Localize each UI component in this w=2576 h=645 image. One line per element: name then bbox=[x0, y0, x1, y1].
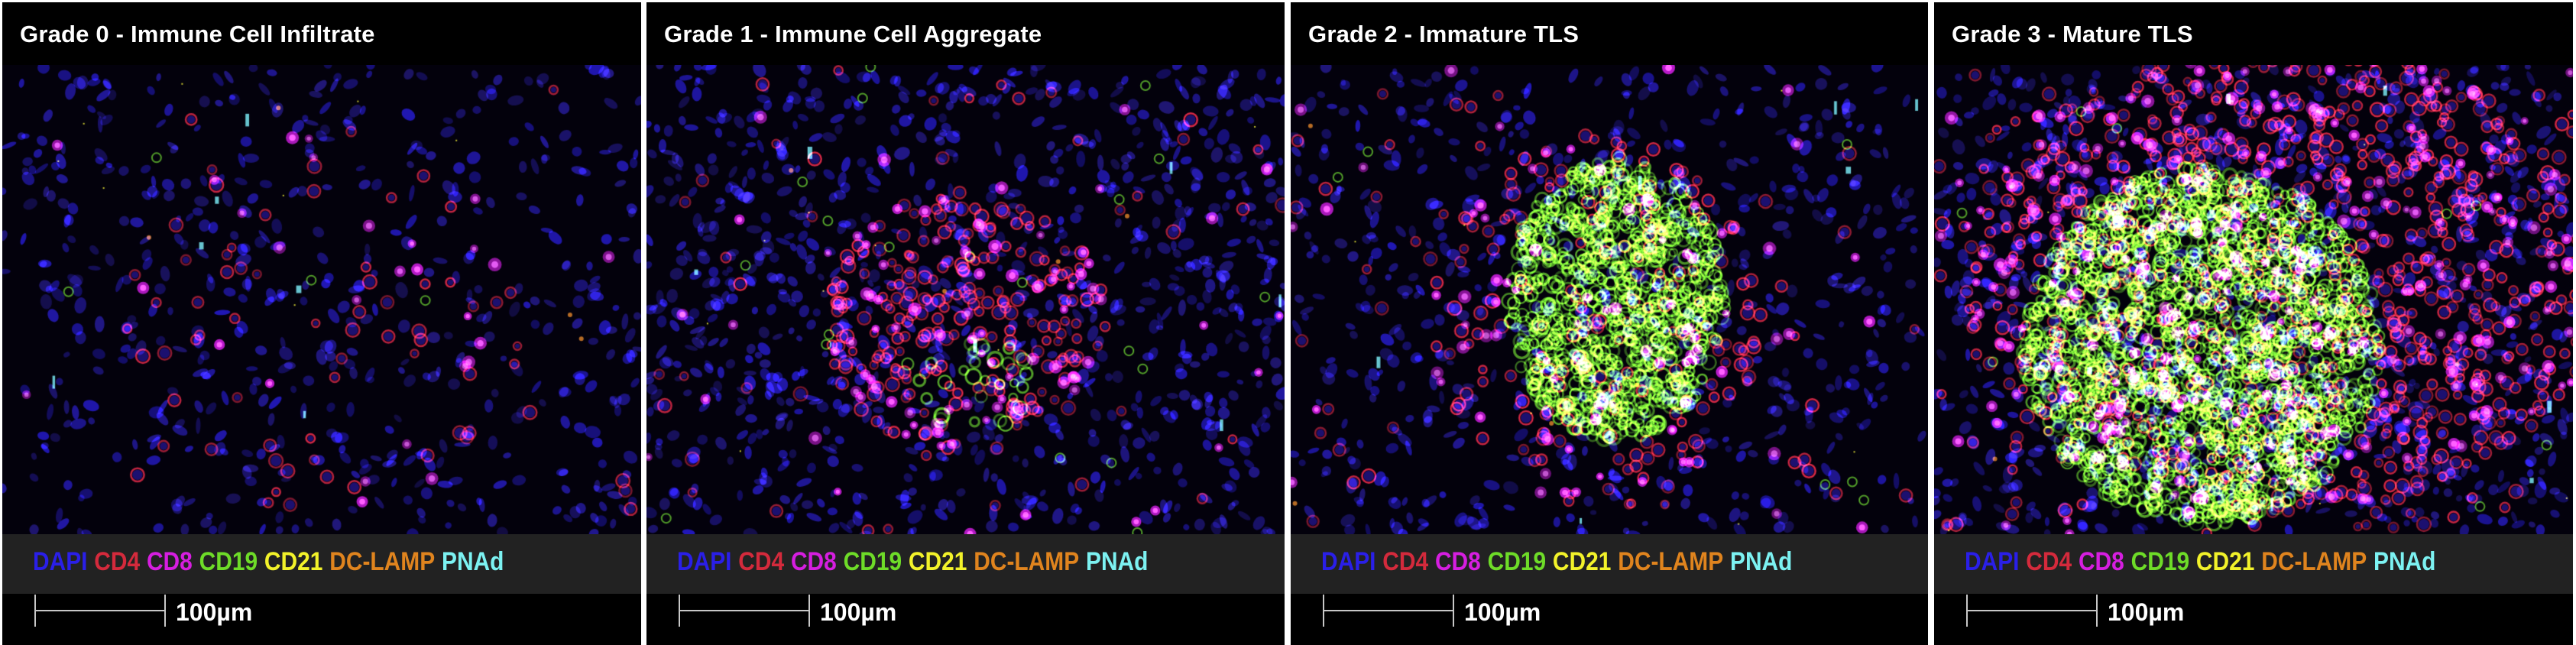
legend-item-dc-lamp: DC-LAMP bbox=[1618, 547, 1724, 576]
panel-title: Grade 0 - Immune Cell Infiltrate bbox=[20, 21, 375, 47]
stain-legend: DAPI CD4 CD8 CD19 CD21 DC-LAMP PNAd bbox=[1965, 547, 2442, 577]
legend-item-cd21: CD21 bbox=[908, 547, 967, 576]
legend-item-cd19: CD19 bbox=[199, 547, 258, 576]
legend-item-pnad: PNAd bbox=[441, 547, 504, 576]
legend-item-dapi: DAPI bbox=[33, 547, 88, 576]
panel-title: Grade 1 - Immune Cell Aggregate bbox=[664, 21, 1042, 47]
legend-item-cd4: CD4 bbox=[2026, 547, 2072, 576]
legend-item-cd19: CD19 bbox=[1487, 547, 1547, 576]
legend-item-dapi: DAPI bbox=[1321, 547, 1376, 576]
scale-bar-label: 100µm bbox=[176, 598, 253, 626]
legend-item-dc-lamp: DC-LAMP bbox=[2261, 547, 2367, 576]
legend-item-cd21: CD21 bbox=[264, 547, 323, 576]
legend-item-cd8: CD8 bbox=[2078, 547, 2124, 576]
legend-item-dapi: DAPI bbox=[1965, 547, 2020, 576]
scale-bar bbox=[1323, 595, 1454, 627]
stain-legend: DAPI CD4 CD8 CD19 CD21 DC-LAMP PNAd bbox=[33, 547, 510, 577]
stain-legend: DAPI CD4 CD8 CD19 CD21 DC-LAMP PNAd bbox=[677, 547, 1155, 577]
scale-bar bbox=[1966, 595, 2098, 627]
stain-legend-bar: DAPI CD4 CD8 CD19 CD21 DC-LAMP PNAd bbox=[2, 534, 641, 594]
legend-item-cd8: CD8 bbox=[790, 547, 837, 576]
scale-bar-label: 100µm bbox=[2108, 598, 2185, 626]
legend-item-pnad: PNAd bbox=[1729, 547, 1793, 576]
stain-legend-bar: DAPI CD4 CD8 CD19 CD21 DC-LAMP PNAd bbox=[646, 534, 1285, 594]
legend-item-cd21: CD21 bbox=[1552, 547, 1612, 576]
panel-title: Grade 2 - Immature TLS bbox=[1308, 21, 1580, 47]
stain-legend-bar: DAPI CD4 CD8 CD19 CD21 DC-LAMP PNAd bbox=[1934, 534, 2573, 594]
legend-item-cd8: CD8 bbox=[146, 547, 193, 576]
fluorescence-micrograph bbox=[1291, 65, 1928, 534]
legend-item-cd4: CD4 bbox=[738, 547, 785, 576]
fluorescence-micrograph bbox=[646, 65, 1285, 534]
legend-item-dc-lamp: DC-LAMP bbox=[329, 547, 436, 576]
legend-item-dapi: DAPI bbox=[677, 547, 732, 576]
stain-legend: DAPI CD4 CD8 CD19 CD21 DC-LAMP PNAd bbox=[1321, 547, 1799, 577]
legend-item-cd21: CD21 bbox=[2195, 547, 2255, 576]
legend-item-cd8: CD8 bbox=[1434, 547, 1481, 576]
panel-grade-3: Grade 3 - Mature TLS DAPI CD4 CD8 CD19 CD21 D… bbox=[1934, 2, 2573, 645]
scale-bar bbox=[679, 595, 810, 627]
panel-grade-2: Grade 2 - Immature TLS DAPI CD4 CD8 CD19 CD2… bbox=[1291, 2, 1928, 645]
legend-item-dc-lamp: DC-LAMP bbox=[974, 547, 1080, 576]
legend-item-pnad: PNAd bbox=[1085, 547, 1149, 576]
scale-bar-label: 100µm bbox=[1464, 598, 1541, 626]
scale-bar bbox=[34, 595, 166, 627]
panel-grade-1: Grade 1 - Immune Cell Aggregate DAPI CD4 C… bbox=[646, 2, 1285, 645]
fluorescence-micrograph bbox=[1934, 65, 2573, 534]
panel-title: Grade 3 - Mature TLS bbox=[1952, 21, 2193, 47]
legend-item-cd4: CD4 bbox=[1382, 547, 1429, 576]
stain-legend-bar: DAPI CD4 CD8 CD19 CD21 DC-LAMP PNAd bbox=[1291, 534, 1928, 594]
panel-grade-0: Grade 0 - Immune Cell Infiltrate DAPI CD4… bbox=[2, 2, 641, 645]
legend-item-pnad: PNAd bbox=[2373, 547, 2436, 576]
legend-item-cd19: CD19 bbox=[2130, 547, 2190, 576]
scale-bar-label: 100µm bbox=[820, 598, 897, 626]
legend-item-cd4: CD4 bbox=[94, 547, 141, 576]
fluorescence-micrograph bbox=[2, 65, 641, 534]
legend-item-cd19: CD19 bbox=[843, 547, 902, 576]
